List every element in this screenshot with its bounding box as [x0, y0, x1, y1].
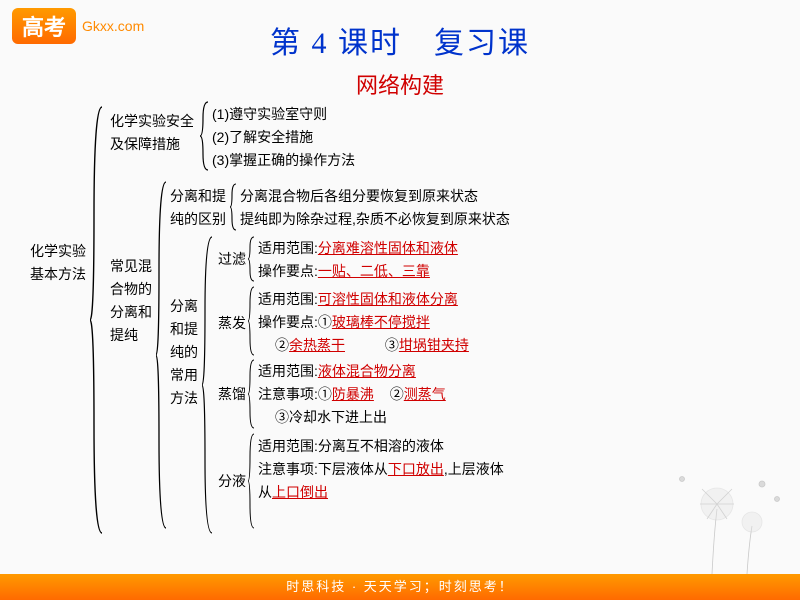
- sec2-h3: 分离和: [110, 301, 152, 324]
- evap-op2l: ②: [275, 337, 289, 353]
- m-h5: 方法: [170, 387, 198, 410]
- page-title: 第 4 课时 复习课: [270, 18, 530, 62]
- evap-op1: 玻璃棒不停搅拌: [332, 314, 430, 330]
- logo-badge: 高考: [12, 8, 76, 44]
- brace-sec2: [156, 180, 168, 530]
- sec2-h1: 常见混: [110, 255, 152, 278]
- distill-n2l: ②: [390, 386, 404, 402]
- filter-scope: 分离难溶性固体和液体: [318, 240, 458, 256]
- evap-scope: 可溶性固体和液体分离: [318, 291, 458, 307]
- m-h2: 和提: [170, 318, 198, 341]
- logo: 高考 Gkxx.com: [12, 8, 144, 44]
- sec2-h2: 合物的: [110, 278, 152, 301]
- brace-sec1: [200, 100, 210, 172]
- filter-op: 一贴、二低、三靠: [318, 263, 430, 279]
- distill-name: 蒸馏: [218, 383, 246, 406]
- sep-t: ,上层液体: [444, 461, 504, 477]
- brace-sep: [248, 432, 256, 530]
- sec1-i2: (2)了解安全措施: [212, 126, 313, 149]
- logo-url: Gkxx.com: [82, 18, 144, 34]
- root-l2: 基本方法: [30, 263, 86, 286]
- diff-h1: 分离和提: [170, 185, 226, 208]
- distill-n1: 防暴沸: [332, 386, 374, 402]
- sep-n2l: 从: [258, 484, 272, 500]
- sec1-i3: (3)掌握正确的操作方法: [212, 149, 355, 172]
- brace-evap: [248, 285, 256, 357]
- brace-filter: [248, 235, 256, 283]
- distill-scope: 液体混合物分离: [318, 363, 416, 379]
- evap-name: 蒸发: [218, 312, 246, 335]
- m-h3: 纯的: [170, 341, 198, 364]
- sec1-i1: (1)遵守实验室守则: [212, 103, 327, 126]
- distill-n3: ③冷却水下进上出: [275, 406, 387, 429]
- sep-n1: 下口放出: [388, 461, 444, 477]
- evap-op3: 坩埚钳夹持: [399, 337, 469, 353]
- sep-name: 分液: [218, 470, 246, 493]
- dandelion-decoration: [652, 454, 792, 574]
- evap-scope-l: 适用范围:: [258, 291, 318, 307]
- diff-i2: 提纯即为除杂过程,杂质不必恢复到原来状态: [240, 208, 510, 231]
- m-h1: 分离: [170, 295, 198, 318]
- footer-text: 时思科技 · 天天学习；时刻思考！: [0, 574, 800, 600]
- brace-diff: [230, 182, 238, 232]
- brace-distill: [248, 358, 256, 430]
- root-l1: 化学实验: [30, 240, 86, 263]
- distill-note-l: 注意事项:①: [258, 386, 332, 402]
- evap-op3l: ③: [385, 337, 399, 353]
- brace-methods: [202, 235, 214, 535]
- sep-n2: 上口倒出: [272, 484, 328, 500]
- diff-i1: 分离混合物后各组分要恢复到原来状态: [240, 185, 478, 208]
- evap-op2: 余热蒸干: [289, 337, 345, 353]
- page-subtitle: 网络构建: [356, 68, 444, 100]
- sec1-h1: 化学实验安全: [110, 110, 194, 133]
- distill-n2: 测蒸气: [404, 386, 446, 402]
- filter-op-l: 操作要点:: [258, 263, 318, 279]
- sec2-h4: 提纯: [110, 324, 138, 347]
- evap-op-l: 操作要点:①: [258, 314, 332, 330]
- filter-name: 过滤: [218, 248, 246, 271]
- sec1-h2: 及保障措施: [110, 133, 180, 156]
- filter-scope-l: 适用范围:: [258, 240, 318, 256]
- distill-scope-l: 适用范围:: [258, 363, 318, 379]
- brace-root: [90, 105, 104, 535]
- sep-note-l: 注意事项:下层液体从: [258, 461, 388, 477]
- diff-h2: 纯的区别: [170, 208, 226, 231]
- m-h4: 常用: [170, 364, 198, 387]
- sep-scope: 适用范围:分离互不相溶的液体: [258, 435, 444, 458]
